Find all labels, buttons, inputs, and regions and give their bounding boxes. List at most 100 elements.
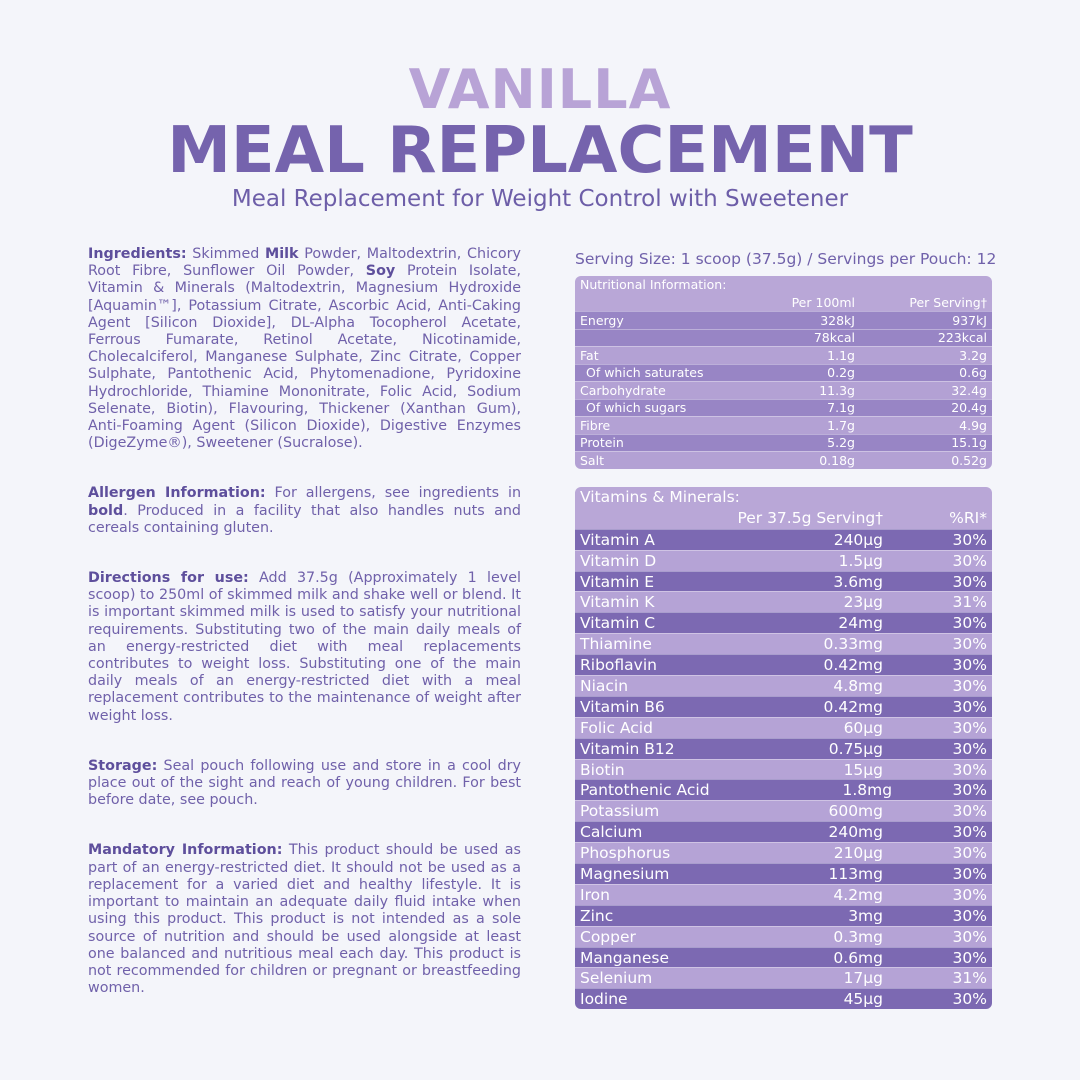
section-label: Directions for use: bbox=[88, 570, 249, 587]
row-label: Niacin bbox=[580, 676, 629, 695]
table-row: Thiamine 0.33mg 30% bbox=[575, 633, 992, 655]
row-label: Magnesium bbox=[580, 864, 670, 883]
row-value: 31% bbox=[952, 969, 987, 988]
row-value: 30% bbox=[952, 864, 987, 883]
row-value: 60µg bbox=[843, 718, 883, 737]
row-value: 23µg bbox=[843, 593, 883, 612]
section-label: Ingredients: bbox=[88, 246, 187, 262]
table-row: 78kcal 223kcal bbox=[575, 328, 992, 346]
section-text: This product should be used as part of a… bbox=[88, 842, 521, 997]
row-value: 3mg bbox=[848, 906, 883, 925]
row-label: Pantothenic Acid bbox=[580, 781, 710, 800]
table-row: Copper 0.3mg 30% bbox=[575, 925, 992, 947]
row-value: 30% bbox=[952, 823, 987, 842]
row-value: 31% bbox=[952, 593, 987, 612]
row-label: Fat bbox=[580, 347, 599, 363]
row-value: 30% bbox=[952, 885, 987, 904]
column-header: %RI* bbox=[949, 509, 987, 528]
table-row: Biotin 15µg 30% bbox=[575, 758, 992, 780]
row-value: 0.75µg bbox=[828, 739, 883, 758]
table-row: Vitamin C 24mg 30% bbox=[575, 612, 992, 634]
table-row: Salt 0.18g 0.52g bbox=[575, 451, 992, 469]
info-column: Ingredients: Skimmed Milk Powder, Maltod… bbox=[88, 246, 521, 1030]
row-value: 0.42mg bbox=[823, 656, 883, 675]
row-label: Fibre bbox=[580, 417, 611, 433]
section-text: Protein Isolate, Vitamin & Minerals (Mal… bbox=[88, 263, 521, 452]
row-value: 30% bbox=[952, 697, 987, 716]
row-value: 210µg bbox=[833, 844, 883, 863]
row-value: 4.9g bbox=[959, 417, 987, 433]
row-value: 30% bbox=[952, 802, 987, 821]
row-label: Vitamin D bbox=[580, 551, 657, 570]
table-row: Iodine 45µg 30% bbox=[575, 988, 992, 1010]
row-value: 45µg bbox=[843, 990, 883, 1009]
table-title: Vitamins & Minerals: bbox=[575, 487, 992, 508]
row-value: 240mg bbox=[828, 823, 883, 842]
section-text: Seal pouch following use and store in a … bbox=[88, 757, 522, 809]
row-value: 5.2g bbox=[827, 435, 855, 451]
row-label: Iodine bbox=[580, 990, 628, 1009]
row-value: 1.5µg bbox=[838, 551, 883, 570]
row-value: 113mg bbox=[828, 864, 883, 883]
table-row: Pantothenic Acid 1.8mg 30% bbox=[575, 779, 992, 801]
column-header: Per 100ml bbox=[791, 294, 855, 310]
row-value: 24mg bbox=[838, 614, 883, 633]
row-value: 328kJ bbox=[820, 312, 855, 328]
table-row: Of which sugars 7.1g 20.4g bbox=[575, 398, 992, 416]
row-value: 30% bbox=[952, 990, 987, 1009]
table-row: Vitamin B6 0.42mg 30% bbox=[575, 695, 992, 717]
serving-info: Serving Size: 1 scoop (37.5g) / Servings… bbox=[575, 250, 997, 268]
bold-text: bold bbox=[88, 502, 124, 519]
row-label: Potassium bbox=[580, 802, 660, 821]
row-value: 15µg bbox=[843, 760, 883, 779]
row-value: 3.6mg bbox=[833, 572, 883, 591]
nutrition-table: Nutritional Information: Per 100ml Per Ser… bbox=[575, 276, 992, 469]
column-header: Per 37.5g Serving† bbox=[737, 509, 883, 528]
section-text: For allergens, see ingredients in bbox=[274, 485, 522, 502]
row-label: Vitamin A bbox=[580, 530, 655, 549]
vitamins-table: Vitamins & Minerals: Per 37.5g Serving† %R… bbox=[575, 487, 992, 1010]
table-row: Fibre 1.7g 4.9g bbox=[575, 416, 992, 434]
row-label: Vitamin B12 bbox=[580, 739, 675, 758]
table-row: Vitamin A 240µg 30% bbox=[575, 528, 992, 550]
row-value: 600mg bbox=[828, 802, 883, 821]
title-flavour: VANILLA bbox=[408, 58, 672, 121]
section-text: Powder, Maltodextrin, Chicory Root Fibre… bbox=[88, 246, 521, 280]
row-value: 30% bbox=[952, 844, 987, 863]
row-label: Phosphorus bbox=[580, 844, 671, 863]
row-value: 223kcal bbox=[937, 330, 987, 346]
row-label: Vitamin K bbox=[580, 593, 655, 612]
row-label: Thiamine bbox=[580, 635, 652, 654]
row-value: 0.6mg bbox=[833, 948, 883, 967]
section-label: Storage: bbox=[88, 757, 158, 774]
info-section: Storage: Seal pouch following use and st… bbox=[88, 758, 521, 810]
info-section: Directions for use: Add 37.5g (Approxima… bbox=[88, 570, 521, 725]
table-row: Vitamin K 23µg 31% bbox=[575, 591, 992, 613]
table-row: Vitamin D 1.5µg 30% bbox=[575, 549, 992, 571]
section-text: . Produced in a facility that also handl… bbox=[88, 502, 521, 536]
table-row: Phosphorus 210µg 30% bbox=[575, 842, 992, 864]
row-value: 30% bbox=[952, 551, 987, 570]
row-value: 30% bbox=[952, 760, 987, 779]
row-value: 0.52g bbox=[951, 452, 987, 468]
row-label: Iron bbox=[580, 885, 610, 904]
row-value: 1.8mg bbox=[842, 781, 893, 800]
row-value: 30% bbox=[952, 656, 987, 675]
row-value: 0.2g bbox=[827, 365, 855, 381]
table-title: Nutritional Information: bbox=[575, 276, 992, 294]
column-header: Per Serving† bbox=[909, 294, 987, 310]
row-value: 30% bbox=[952, 739, 987, 758]
row-value: 4.2mg bbox=[833, 885, 883, 904]
row-label: Of which saturates bbox=[586, 365, 704, 381]
row-value: 0.6g bbox=[959, 365, 987, 381]
row-label: Vitamin E bbox=[580, 572, 655, 591]
row-value: 1.1g bbox=[827, 347, 855, 363]
row-label: Manganese bbox=[580, 948, 670, 967]
row-label: Copper bbox=[580, 927, 636, 946]
row-value: 15.1g bbox=[951, 435, 987, 451]
row-value: 0.42mg bbox=[823, 697, 883, 716]
table-row: Niacin 4.8mg 30% bbox=[575, 675, 992, 696]
row-value: 32.4g bbox=[951, 382, 987, 398]
info-section: Mandatory Information: This product shou… bbox=[88, 842, 521, 997]
